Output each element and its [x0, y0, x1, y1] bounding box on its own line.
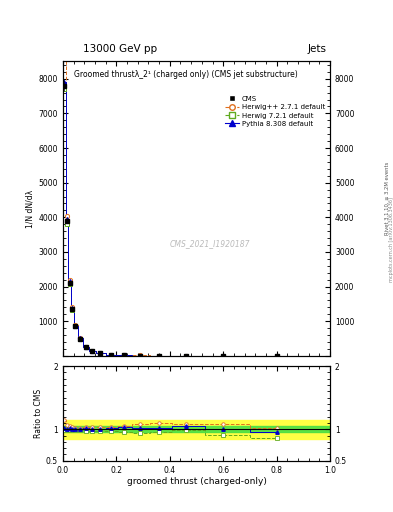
Text: mcplots.cern.ch [arXiv:1306.3436]: mcplots.cern.ch [arXiv:1306.3436] [389, 197, 393, 282]
Y-axis label: 1/N dN/dλ: 1/N dN/dλ [26, 189, 34, 228]
Text: CMS_2021_I1920187: CMS_2021_I1920187 [170, 240, 250, 248]
Text: Rivet 3.1.10, ≥ 3.2M events: Rivet 3.1.10, ≥ 3.2M events [385, 162, 389, 235]
Text: Groomed thrustλ_2¹ (charged only) (CMS jet substructure): Groomed thrustλ_2¹ (charged only) (CMS j… [73, 70, 298, 79]
Legend: CMS, Herwig++ 2.7.1 default, Herwig 7.2.1 default, Pythia 8.308 default: CMS, Herwig++ 2.7.1 default, Herwig 7.2.… [223, 94, 327, 129]
Text: 13000 GeV pp: 13000 GeV pp [83, 44, 157, 54]
Y-axis label: Ratio to CMS: Ratio to CMS [34, 389, 43, 438]
X-axis label: groomed thrust (charged-only): groomed thrust (charged-only) [127, 477, 266, 486]
Text: Jets: Jets [307, 44, 326, 54]
